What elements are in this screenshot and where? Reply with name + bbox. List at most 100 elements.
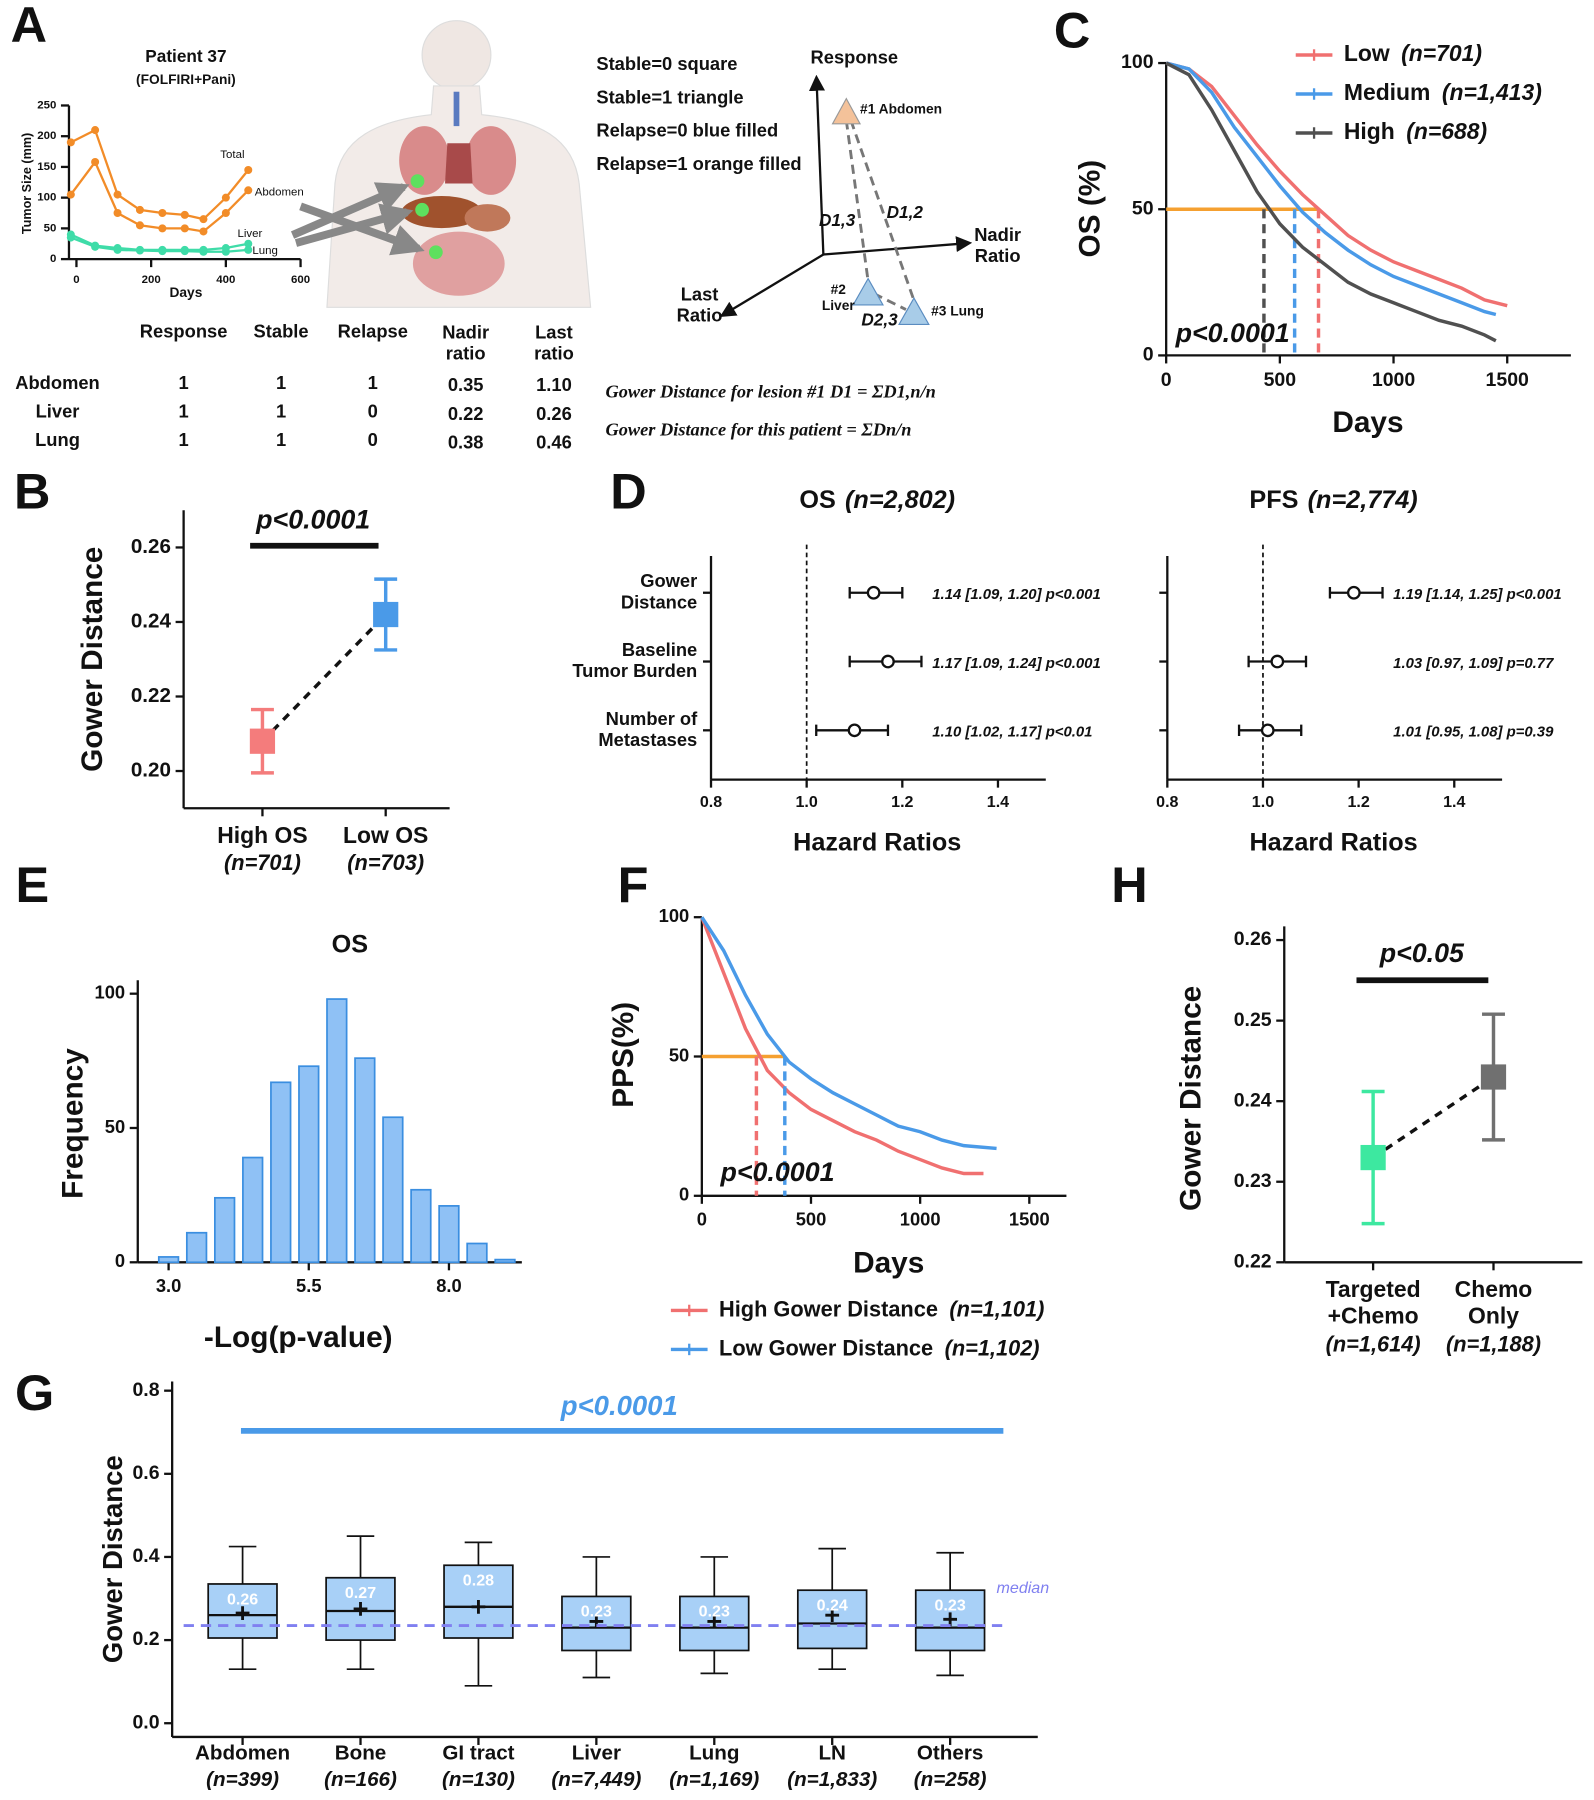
x-tick-label: 600 [291, 274, 310, 286]
x-tick-label: Liver [572, 1742, 621, 1765]
text-line: Number of [606, 708, 699, 729]
value-label: 1.01 [0.95, 1.08] p=0.39 [1393, 725, 1554, 741]
y-tick-label: 0.26 [1234, 928, 1272, 950]
formula: Gower Distance for this patient = ΣDn/n [606, 419, 912, 439]
y-tick-label: 200 [37, 130, 56, 142]
whisker [700, 1556, 729, 1597]
y-tick-label: 0.0 [132, 1711, 159, 1733]
box [561, 1595, 632, 1652]
whisker [464, 1638, 493, 1687]
category-note: (n=1,833) [787, 1768, 877, 1791]
table-row-label: Abdomen [15, 372, 100, 393]
median-label: 0.23 [699, 1603, 730, 1621]
y-tick-label: 50 [1132, 197, 1154, 219]
category-note: (n=166) [324, 1768, 397, 1791]
axis-name: Last Ratio [677, 283, 723, 325]
row-label: Gower Distance [621, 570, 697, 612]
whisker [582, 1650, 611, 1679]
data-point [244, 245, 253, 254]
title-note: (n=2,802) [845, 486, 955, 514]
x-tick-label: 3.0 [156, 1275, 181, 1296]
histogram-bar [214, 1196, 236, 1264]
y-tick-label: 0 [50, 253, 56, 265]
x-tick-label: Lung [689, 1742, 739, 1765]
series-label: Liver [238, 228, 263, 240]
title-main: PFS [1249, 486, 1298, 514]
y-axis-label: Tumor Size (mm) [20, 133, 34, 234]
x-tick-label: 1.4 [987, 793, 1009, 811]
panel-letter: F [618, 856, 649, 913]
legend-note: (n=688) [1406, 118, 1487, 144]
x-tick-label: 1000 [900, 1208, 941, 1229]
x-tick-label: 5.5 [296, 1275, 321, 1296]
x-tick-label: 0 [73, 274, 79, 286]
text-line: Ratio [975, 245, 1021, 266]
table-header: Last ratio [534, 321, 574, 363]
data-point [113, 209, 122, 218]
mean-marker [943, 1612, 958, 1627]
category-note: (n=130) [442, 1768, 515, 1791]
table-header: Relapse [338, 320, 408, 341]
legend-name: High [1344, 118, 1395, 144]
legend-name: Low Gower Distance [719, 1335, 933, 1360]
p-value: p<0.0001 [1175, 318, 1290, 348]
y-tick-label: 0.4 [132, 1545, 159, 1567]
mean-marker [249, 728, 276, 754]
legend-note: (n=701) [1401, 40, 1482, 66]
chart-title: OS (n=2,802) [799, 486, 955, 514]
survival-curve [1165, 61, 1497, 317]
text-line: #2 [831, 282, 847, 297]
text-line: Nadir [442, 321, 489, 342]
y-tick-label: 50 [669, 1044, 689, 1065]
data-point [199, 215, 208, 224]
distance-label: D2,3 [861, 310, 898, 330]
histogram-bar [157, 1256, 180, 1264]
p-value: p<0.05 [1379, 938, 1465, 968]
x-tick-label: 1.0 [796, 793, 818, 811]
y-tick-label: 0.24 [131, 609, 172, 632]
y-axis-label: Gower Distance [97, 1455, 128, 1663]
x-tick-label: 0.8 [700, 793, 722, 811]
x-tick-label: 200 [142, 274, 161, 286]
y-tick-label: 0.23 [1234, 1170, 1272, 1192]
data-point [180, 247, 189, 256]
data-point [199, 227, 208, 236]
x-tick-label: 0 [1161, 369, 1172, 391]
x-tick-label: LN [818, 1742, 845, 1765]
x-tick-label: 1500 [1486, 369, 1530, 391]
y-tick-label: 0.24 [1234, 1089, 1272, 1111]
table-header: Response [140, 320, 228, 341]
y-tick-label: 150 [37, 161, 56, 173]
y-axis-label: Gower Distance [76, 547, 109, 772]
distance-label: D1,3 [819, 210, 856, 230]
panel-letter: G [15, 1364, 54, 1421]
text-line: Last [535, 321, 573, 342]
y-axis-label: Frequency [57, 1048, 90, 1199]
row-label: Number of Metastases [598, 708, 698, 750]
hazard-ratio [866, 585, 881, 600]
table-header: Stable [254, 320, 309, 341]
text-line: Liver [822, 298, 856, 313]
y-tick-label: 0.22 [131, 684, 171, 707]
y-tick-label: 0.26 [131, 535, 171, 558]
x-tick-label: 1.0 [1252, 793, 1274, 811]
table-cell: 0.46 [536, 432, 572, 453]
y-tick-label: 100 [659, 905, 690, 926]
histogram-bar [438, 1205, 460, 1264]
mean-marker [353, 1602, 368, 1616]
y-tick-label: 250 [37, 100, 56, 112]
x-tick-label: Others [917, 1742, 983, 1765]
legend-entry: Low (n=701) [1344, 40, 1482, 66]
median-label: 0.24 [817, 1596, 848, 1614]
table-cell: 1 [179, 429, 189, 450]
table-cell: 1 [276, 401, 286, 422]
key-text: Relapse=0 blue filled [596, 120, 778, 141]
y-tick-label: 0.2 [132, 1628, 159, 1650]
panel-letter: A [11, 0, 47, 53]
x-axis-label: Hazard Ratios [793, 828, 961, 856]
y-tick-label: 0.6 [132, 1462, 159, 1484]
x-tick-label: GI tract [442, 1742, 514, 1765]
x-axis-label: Days [853, 1246, 924, 1279]
data-point [66, 138, 75, 147]
